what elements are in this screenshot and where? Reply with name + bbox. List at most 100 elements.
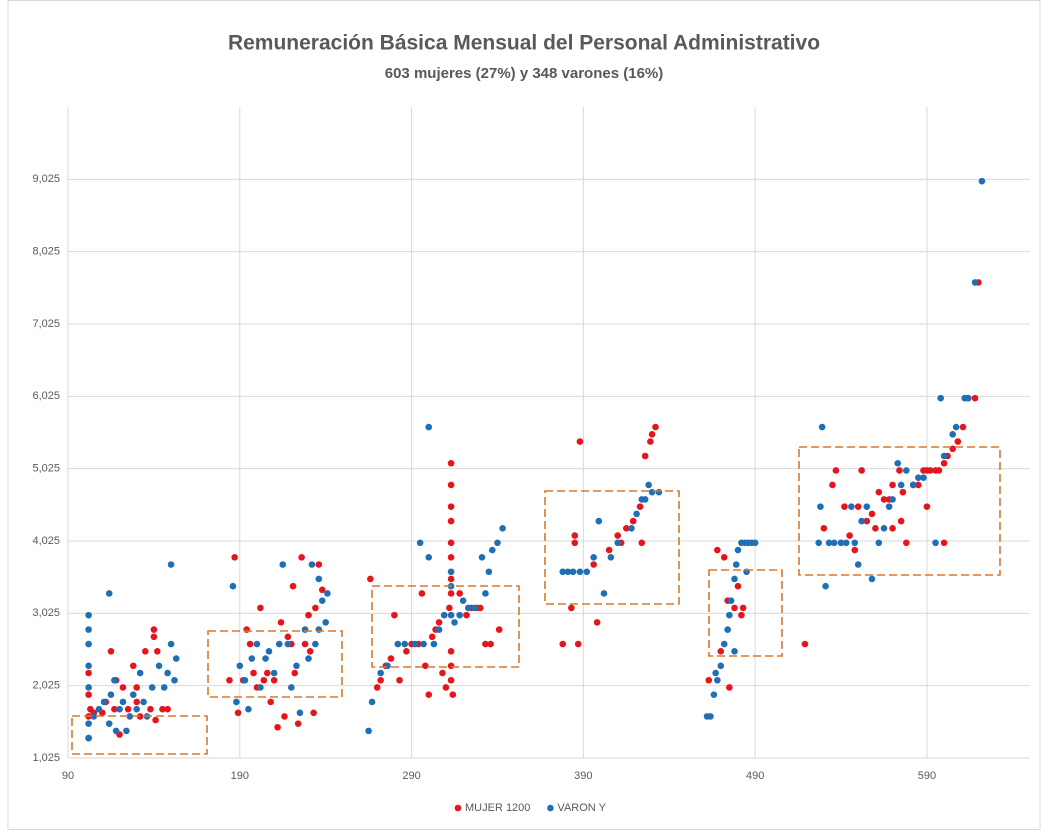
point [105, 720, 113, 727]
point [889, 481, 896, 489]
point [851, 539, 859, 547]
point [160, 684, 168, 691]
point [863, 517, 871, 525]
point [897, 481, 905, 489]
point [932, 539, 939, 547]
annotations [71, 446, 1001, 755]
point [377, 676, 384, 684]
point [312, 640, 319, 648]
point [107, 691, 115, 699]
point [150, 633, 158, 641]
point [447, 553, 455, 561]
point [940, 452, 948, 460]
point [85, 626, 92, 633]
point [447, 575, 455, 583]
point [574, 640, 582, 648]
point [645, 481, 652, 489]
point [495, 626, 503, 633]
x-tick-label: 390 [574, 770, 592, 782]
point [85, 669, 92, 677]
range-box [371, 585, 520, 668]
chart-title: Remuneración Básica Mensual del Personal… [228, 32, 820, 55]
point [111, 676, 118, 684]
point [85, 640, 92, 648]
point [368, 698, 376, 706]
point [727, 597, 735, 604]
y-tick-label: 3,025 [32, 607, 60, 619]
point [717, 662, 725, 670]
legend-marker [454, 804, 462, 812]
point [830, 539, 838, 547]
point [854, 503, 862, 510]
point [459, 597, 467, 604]
point [576, 438, 584, 445]
point [623, 525, 630, 532]
point [274, 723, 281, 731]
point [872, 525, 879, 532]
point [571, 539, 579, 547]
point [717, 648, 725, 655]
point [447, 611, 455, 619]
point [447, 676, 455, 684]
point [714, 546, 721, 554]
y-tick-label: 7,025 [32, 318, 60, 330]
point [305, 611, 312, 619]
point [655, 488, 663, 496]
point [880, 525, 888, 532]
point [949, 431, 956, 438]
point [315, 626, 323, 633]
x-tick-label: 590 [918, 770, 936, 782]
point [559, 640, 567, 648]
point [647, 438, 654, 445]
point [897, 517, 905, 525]
point [260, 676, 268, 684]
point [889, 496, 896, 503]
point [875, 539, 883, 547]
point [284, 633, 292, 641]
point [85, 684, 92, 691]
point [171, 676, 178, 684]
point [124, 705, 132, 713]
point [829, 481, 836, 489]
legend-label: VARON Y [557, 802, 606, 814]
point [294, 720, 302, 727]
point [250, 669, 257, 677]
point [318, 586, 326, 594]
point [289, 582, 297, 590]
point [595, 517, 603, 525]
grid: 1,025 2,025 3,025 4,025 5,025 6,025 7,025 8,025… [32, 107, 1030, 782]
point [100, 698, 108, 706]
point [172, 655, 180, 662]
point [112, 727, 120, 735]
point [456, 611, 463, 619]
point [638, 539, 646, 547]
point [85, 662, 92, 670]
point [739, 604, 747, 612]
point [476, 604, 484, 612]
point [648, 488, 656, 496]
point [411, 640, 419, 648]
point [312, 604, 319, 612]
point [248, 655, 256, 662]
point [952, 423, 960, 431]
point [710, 691, 718, 699]
point [841, 503, 848, 510]
point [842, 539, 850, 547]
x-tick-label: 190 [231, 770, 249, 782]
point [425, 691, 433, 699]
point [471, 604, 479, 612]
y-tick-label: 4,025 [32, 535, 60, 547]
point [896, 467, 903, 474]
y-tick-label: 2,025 [32, 680, 60, 692]
chart-frame [7, 0, 1041, 830]
point [253, 640, 261, 648]
x-tick-label: 290 [402, 770, 420, 782]
point [915, 474, 922, 482]
point [487, 640, 494, 648]
point [315, 575, 323, 583]
point [422, 662, 429, 670]
legend-marker [547, 804, 554, 812]
point [954, 438, 962, 445]
point [136, 713, 144, 720]
point [233, 698, 240, 706]
